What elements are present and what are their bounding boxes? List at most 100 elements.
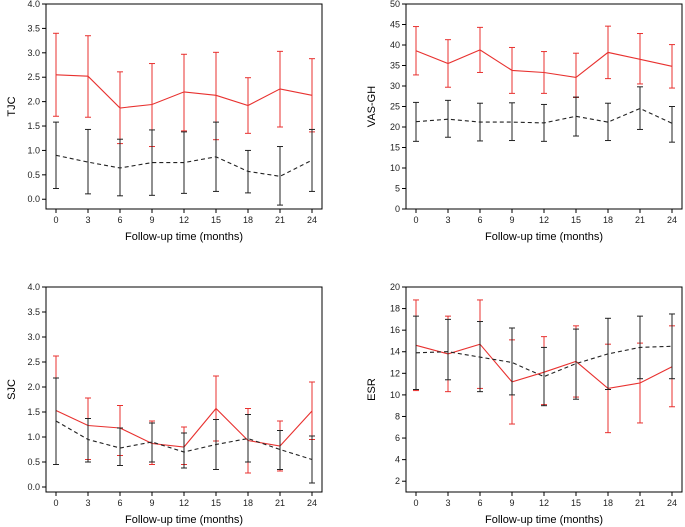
x-tick-label: 15: [571, 215, 581, 225]
y-tick-label: 35: [390, 61, 400, 71]
y-tick-label: 4.0: [27, 282, 40, 292]
y-tick-label: 10: [390, 390, 400, 400]
y-tick-label: 50: [390, 0, 400, 9]
x-axis-title: Follow-up time (months): [125, 231, 243, 243]
y-tick-label: 16: [390, 325, 400, 335]
y-tick-label: 6: [395, 433, 400, 443]
y-tick-label: 14: [390, 347, 400, 357]
y-tick-label: 2.0: [27, 97, 40, 107]
y-tick-label: 30: [390, 81, 400, 91]
x-tick-label: 9: [509, 498, 514, 508]
series-dashed-black: [413, 86, 675, 143]
x-tick-label: 3: [85, 498, 90, 508]
panel-vas-gh: 0 5 10 15 20 25 30 35 40 45 50 0 3 6 9 12 15 18 21 24 Follow…: [366, 0, 683, 243]
y-tick-label: 8: [395, 411, 400, 421]
panel-tjc: 0.0 0.5 1.0 1.5 2.0 2.5 3.0 3.5 4.0 0 3 6 9 12 15 18 21 2…: [6, 0, 323, 243]
y-tick-label: 3.5: [27, 23, 40, 33]
y-axis-title: VAS-GH: [366, 86, 378, 127]
x-axis-title: Follow-up time (months): [125, 514, 243, 526]
x-tick-label: 0: [53, 215, 58, 225]
x-tick-label: 21: [635, 498, 645, 508]
x-tick-label: 0: [413, 498, 418, 508]
series-dashed-black: [413, 313, 675, 407]
y-tick-label: 25: [390, 102, 400, 112]
y-tick-label: 4.0: [27, 0, 40, 9]
x-tick-label: 12: [179, 498, 189, 508]
series-line-solid-red: [55, 74, 313, 109]
x-tick-label: 6: [477, 498, 482, 508]
x-tick-label: 0: [413, 215, 418, 225]
x-tick-label: 3: [85, 215, 90, 225]
y-tick-label: 2.0: [27, 382, 40, 392]
x-tick-label: 15: [571, 498, 581, 508]
x-tick-label: 9: [149, 215, 154, 225]
x-tick-label: 24: [307, 215, 317, 225]
panel-sjc: 0.0 0.5 1.0 1.5 2.0 2.5 3.0 3.5 4.0 0 3 6 9 12 15 18 21 2…: [6, 282, 323, 526]
x-tick-label: 18: [243, 215, 253, 225]
x-tick-label: 9: [509, 215, 514, 225]
x-tick-label: 21: [275, 498, 285, 508]
y-tick-label: 2.5: [27, 357, 40, 367]
series-line-solid-red: [415, 49, 673, 78]
x-tick-label: 6: [117, 498, 122, 508]
y-tick-label: 0.5: [27, 170, 40, 180]
y-tick-label: 2.5: [27, 72, 40, 82]
y-tick-label: 0.0: [27, 194, 40, 204]
x-tick-label: 18: [603, 215, 613, 225]
x-tick-label: 21: [635, 215, 645, 225]
y-tick-label: 4: [395, 455, 400, 465]
x-tick-label: 6: [477, 215, 482, 225]
series-dashed-black: [53, 377, 315, 484]
x-tick-label: 3: [445, 215, 450, 225]
x-tick-label: 21: [275, 215, 285, 225]
y-tick-label: 10: [390, 163, 400, 173]
y-tick-label: 45: [390, 20, 400, 30]
y-tick-label: 40: [390, 40, 400, 50]
x-tick-label: 0: [53, 498, 58, 508]
y-tick-label: 1.0: [27, 432, 40, 442]
x-tick-label: 15: [211, 498, 221, 508]
x-tick-label: 6: [117, 215, 122, 225]
series-line-dashed-black: [55, 420, 313, 461]
x-tick-label: 3: [445, 498, 450, 508]
series-line-dashed-black: [55, 154, 313, 177]
series-solid-red: [53, 32, 315, 148]
x-tick-label: 9: [149, 498, 154, 508]
y-tick-label: 2: [395, 476, 400, 486]
x-tick-label: 12: [179, 215, 189, 225]
x-axis-title: Follow-up time (months): [485, 514, 603, 526]
y-tick-label: 1.5: [27, 121, 40, 131]
series-line-dashed-black: [415, 107, 673, 124]
y-tick-label: 0: [395, 204, 400, 214]
x-tick-label: 15: [211, 215, 221, 225]
x-tick-label: 18: [603, 498, 613, 508]
y-axis-title: ESR: [366, 378, 378, 401]
y-tick-label: 0.5: [27, 457, 40, 467]
y-tick-label: 5: [395, 184, 400, 194]
y-tick-label: 20: [390, 282, 400, 292]
y-tick-label: 3.5: [27, 307, 40, 317]
y-tick-label: 1.0: [27, 145, 40, 155]
y-tick-label: 3.0: [27, 332, 40, 342]
x-tick-label: 24: [307, 498, 317, 508]
series-solid-red: [413, 25, 675, 98]
x-tick-label: 18: [243, 498, 253, 508]
y-tick-label: 1.5: [27, 407, 40, 417]
y-tick-label: 20: [390, 122, 400, 132]
y-tick-label: 18: [390, 304, 400, 314]
y-tick-label: 12: [390, 368, 400, 378]
y-tick-label: 15: [390, 143, 400, 153]
x-tick-label: 12: [539, 498, 549, 508]
y-tick-label: 0.0: [27, 482, 40, 492]
series-line-dashed-black: [415, 345, 673, 378]
x-tick-label: 24: [667, 498, 677, 508]
y-tick-label: 3.0: [27, 48, 40, 58]
x-axis-title: Follow-up time (months): [485, 231, 603, 243]
x-tick-label: 24: [667, 215, 677, 225]
x-tick-label: 12: [539, 215, 549, 225]
y-axis-title: SJC: [6, 379, 18, 400]
series-dashed-black: [53, 121, 315, 206]
y-axis-title: TJC: [6, 96, 18, 116]
